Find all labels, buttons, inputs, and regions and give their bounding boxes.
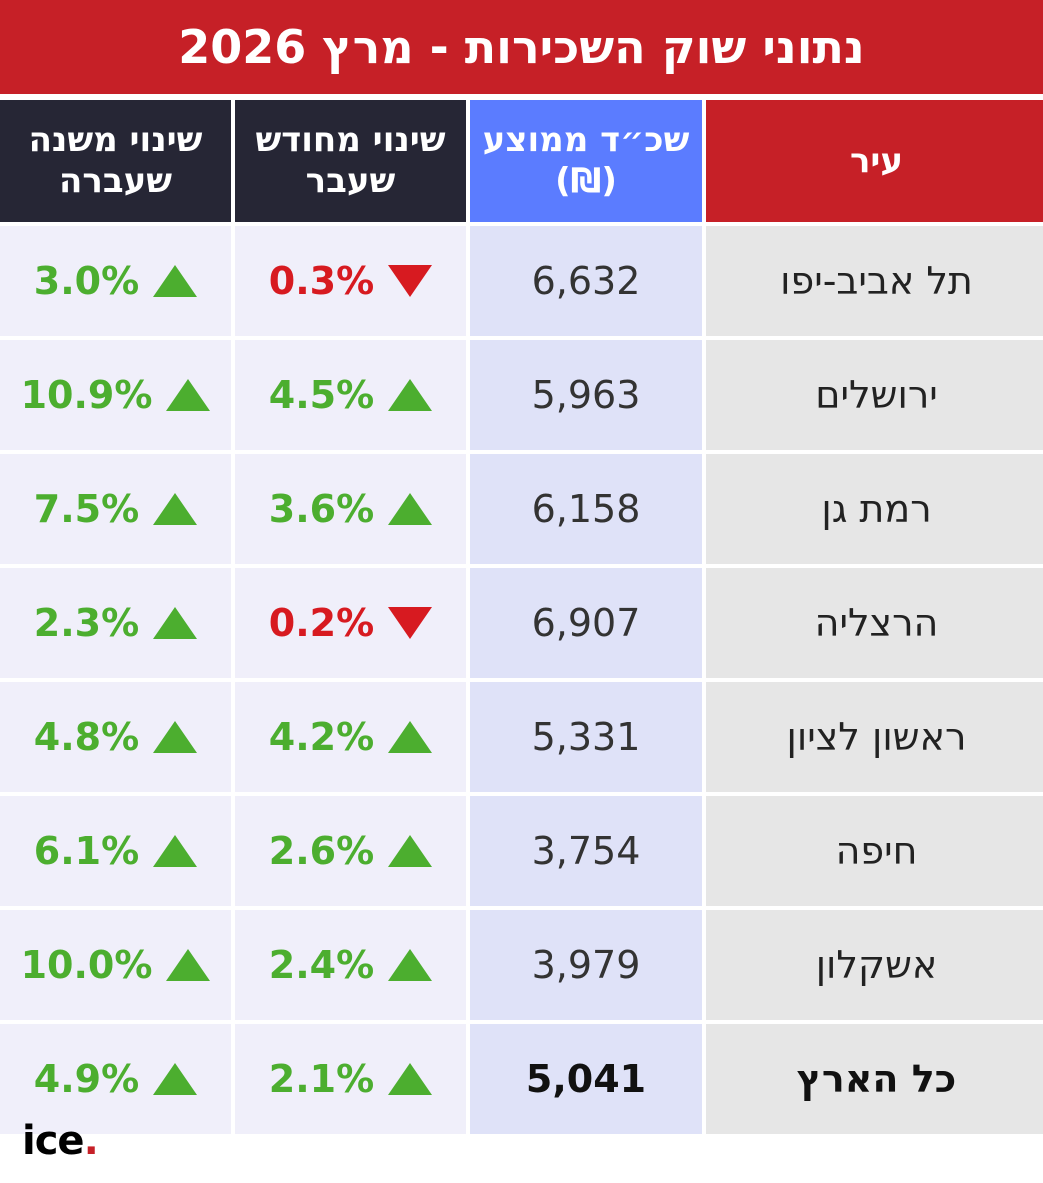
year-change-cell-value: 7.5% — [33, 487, 140, 531]
triangle-up-icon — [153, 607, 198, 639]
triangle-up-icon — [153, 721, 198, 753]
city-cell: הרצליה — [706, 568, 1043, 678]
month-change-cell-value: 2.6% — [268, 829, 375, 873]
triangle-up-icon — [166, 949, 211, 981]
year-change-cell: 7.5% — [0, 454, 231, 564]
triangle-down-icon — [388, 265, 433, 297]
header-avg-rent: שכ״ד ממוצע (₪) — [470, 100, 702, 222]
triangle-up-icon — [153, 1063, 198, 1095]
month-change-cell-value: 0.3% — [268, 259, 375, 303]
header-month-change: שינוי מחודש שעבר — [235, 100, 466, 222]
avg-rent-cell: 3,979 — [470, 910, 702, 1020]
year-change-cell-value: 2.3% — [33, 601, 140, 645]
ice-logo: ice. — [22, 1118, 99, 1164]
month-change-cell-value: 3.6% — [268, 487, 375, 531]
city-cell: רמת גן — [706, 454, 1043, 564]
avg-rent-cell: 6,907 — [470, 568, 702, 678]
city-cell: ראשון לציון — [706, 682, 1043, 792]
city-cell: אשקלון — [706, 910, 1043, 1020]
year-change-cell-value: 3.0% — [33, 259, 140, 303]
rent-table: שינוי משנה שעברה שינוי מחודש שעבר שכ״ד מ… — [0, 100, 1043, 1134]
avg-rent-cell: 5,963 — [470, 340, 702, 450]
month-change-cell-value: 2.4% — [268, 943, 375, 987]
triangle-up-icon — [153, 835, 198, 867]
month-change-cell: 4.5% — [235, 340, 466, 450]
triangle-up-icon — [388, 721, 433, 753]
year-change-cell-value: 10.9% — [20, 373, 153, 417]
triangle-up-icon — [166, 379, 211, 411]
header-city: עיר — [706, 100, 1043, 222]
avg-rent-cell: 6,632 — [470, 226, 702, 336]
year-change-cell: 3.0% — [0, 226, 231, 336]
month-change-cell-value: 2.1% — [268, 1057, 375, 1101]
month-change-cell: 0.2% — [235, 568, 466, 678]
year-change-cell: 10.9% — [0, 340, 231, 450]
avg-rent-cell: 5,041 — [470, 1024, 702, 1134]
year-change-cell-value: 4.8% — [33, 715, 140, 759]
month-change-cell: 2.6% — [235, 796, 466, 906]
triangle-up-icon — [388, 949, 433, 981]
triangle-up-icon — [388, 835, 433, 867]
year-change-cell: 2.3% — [0, 568, 231, 678]
city-cell: כל הארץ — [706, 1024, 1043, 1134]
page-title: נתוני שוק השכירות - מרץ 2026 — [0, 0, 1043, 94]
city-cell: ירושלים — [706, 340, 1043, 450]
month-change-cell-value: 4.5% — [268, 373, 375, 417]
triangle-up-icon — [388, 1063, 433, 1095]
header-year-change: שינוי משנה שעברה — [0, 100, 231, 222]
avg-rent-cell: 5,331 — [470, 682, 702, 792]
triangle-down-icon — [388, 607, 433, 639]
logo-dot: . — [83, 1118, 99, 1164]
year-change-cell: 4.8% — [0, 682, 231, 792]
year-change-cell: 6.1% — [0, 796, 231, 906]
year-change-cell: 10.0% — [0, 910, 231, 1020]
triangle-up-icon — [388, 493, 433, 525]
month-change-cell: 2.1% — [235, 1024, 466, 1134]
triangle-up-icon — [153, 493, 198, 525]
month-change-cell-value: 0.2% — [268, 601, 375, 645]
month-change-cell: 2.4% — [235, 910, 466, 1020]
month-change-cell: 4.2% — [235, 682, 466, 792]
triangle-up-icon — [153, 265, 198, 297]
avg-rent-cell: 3,754 — [470, 796, 702, 906]
avg-rent-cell: 6,158 — [470, 454, 702, 564]
year-change-cell-value: 6.1% — [33, 829, 140, 873]
month-change-cell-value: 4.2% — [268, 715, 375, 759]
triangle-up-icon — [388, 379, 433, 411]
year-change-cell-value: 10.0% — [20, 943, 153, 987]
city-cell: חיפה — [706, 796, 1043, 906]
month-change-cell: 0.3% — [235, 226, 466, 336]
month-change-cell: 3.6% — [235, 454, 466, 564]
year-change-cell: 4.9% — [0, 1024, 231, 1134]
city-cell: תל אביב-יפו — [706, 226, 1043, 336]
year-change-cell-value: 4.9% — [33, 1057, 140, 1101]
logo-text: ice — [22, 1118, 85, 1164]
